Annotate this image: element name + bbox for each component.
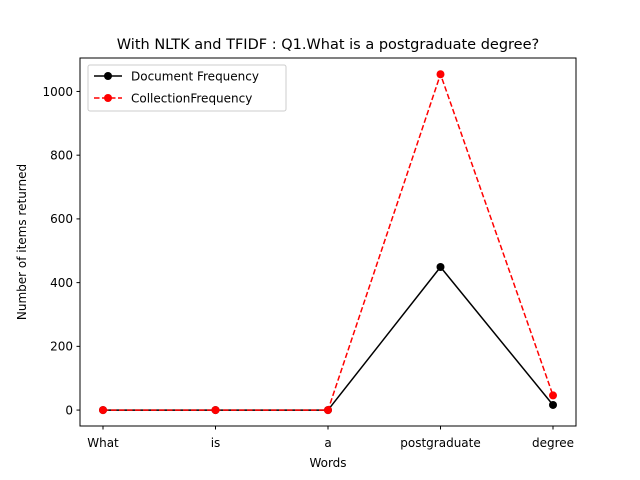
data-point-0-3 [436, 263, 445, 272]
y-tick-label-5: 1000 [42, 85, 73, 99]
x-axis-label: Words [309, 456, 346, 470]
data-point-1-0 [99, 406, 107, 415]
legend-marker-0 [104, 72, 112, 80]
y-tick-label-3: 600 [50, 212, 73, 226]
legend-box [87, 64, 287, 112]
x-tick-label-1: is [211, 436, 221, 450]
x-tick-label-4: degree [532, 436, 574, 450]
data-point-1-3 [436, 70, 445, 79]
legend-marker-1 [104, 94, 112, 102]
legend-label-0: Document Frequency [131, 69, 259, 83]
series-layer [99, 70, 557, 415]
x-tick-label-0: What [87, 436, 119, 450]
y-tick-label-4: 800 [50, 148, 73, 162]
data-point-1-2 [324, 406, 332, 415]
legend-label-1: CollectionFrequency [131, 91, 252, 105]
plot-background [80, 58, 576, 426]
data-point-1-4 [549, 391, 557, 400]
chart-title: With NLTK and TFIDF : Q1.What is a postg… [117, 37, 539, 53]
y-axis-label: Number of items returned [15, 164, 29, 320]
data-point-1-1 [211, 406, 220, 415]
legend: Document Frequency CollectionFrequency [87, 64, 287, 112]
plot-area [80, 58, 576, 426]
axes-layer: 0 200 400 600 800 1000 What is a postgraduate degr… [42, 57, 577, 450]
x-tick-label-2: a [324, 436, 331, 450]
y-tick-label-1: 200 [50, 340, 73, 354]
y-tick-label-0: 0 [65, 403, 73, 417]
y-tick-label-2: 400 [50, 276, 73, 290]
x-tick-label-3: postgraduate [400, 436, 480, 450]
data-point-0-4 [549, 400, 557, 409]
